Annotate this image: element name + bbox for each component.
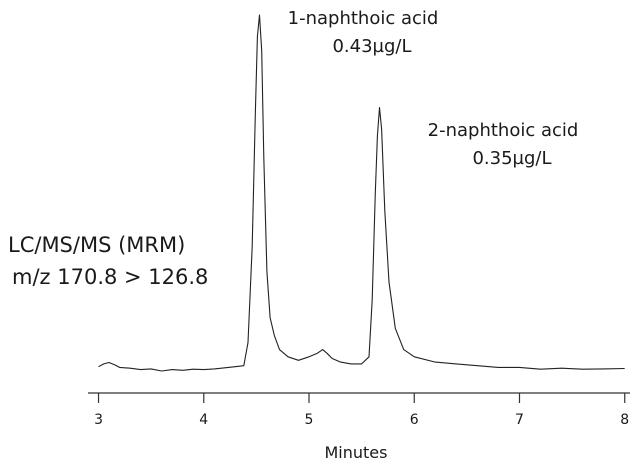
peak-2-label: 2-naphthoic acid 0.35µg/L (428, 120, 579, 169)
method-label-line1: LC/MS/MS (MRM) (8, 233, 185, 257)
x-tick-label-7: 7 (515, 412, 524, 428)
x-tick-label-4: 4 (199, 412, 208, 428)
x-tick-label-5: 5 (305, 412, 314, 428)
chromatogram-trace (98, 14, 625, 372)
x-axis-ticks (97, 393, 626, 403)
x-axis-tick-labels: 3 4 5 6 7 8 (94, 412, 629, 428)
peak-1-concentration: 0.43µg/L (332, 36, 411, 57)
x-axis-title: Minutes (325, 443, 388, 462)
method-label: LC/MS/MS (MRM) m/z 170.8 > 126.8 (8, 233, 208, 289)
x-tick-label-8: 8 (620, 412, 629, 428)
peak-1-name: 1-naphthoic acid (288, 8, 439, 29)
peak-2-concentration: 0.35µg/L (472, 148, 551, 169)
method-label-line2: m/z 170.8 > 126.8 (12, 265, 208, 289)
peak-1-label: 1-naphthoic acid 0.43µg/L (288, 8, 439, 57)
x-tick-label-3: 3 (94, 412, 103, 428)
peak-2-name: 2-naphthoic acid (428, 120, 579, 141)
x-tick-label-6: 6 (410, 412, 419, 428)
